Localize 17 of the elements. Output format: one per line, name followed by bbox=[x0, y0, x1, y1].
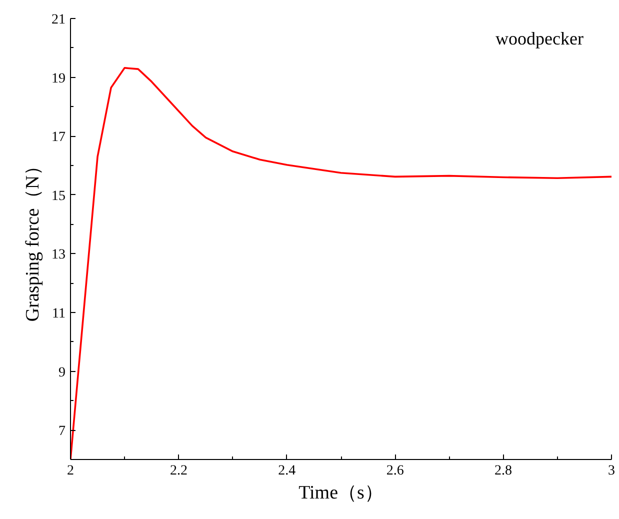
y-tick-label: 21 bbox=[52, 12, 66, 28]
x-axis-title: Time（s） bbox=[298, 482, 384, 504]
y-tick-label: 17 bbox=[52, 130, 66, 146]
x-tick-label: 3 bbox=[608, 464, 615, 478]
y-tick-label: 9 bbox=[58, 365, 66, 380]
x-tick-label: 2.8 bbox=[494, 464, 512, 478]
y-axis-title: Grasping force（N） bbox=[22, 156, 44, 322]
x-tick-label: 2.2 bbox=[170, 464, 188, 478]
y-tick-label: 7 bbox=[58, 424, 66, 440]
y-tick-label: 19 bbox=[52, 71, 66, 86]
y-tick-label: 11 bbox=[52, 306, 66, 322]
annotation: woodpecker bbox=[496, 28, 584, 48]
x-tick-label: 2.6 bbox=[386, 464, 404, 478]
x-tick-label: 2.4 bbox=[278, 464, 296, 478]
y-tick-label: 13 bbox=[52, 248, 66, 263]
x-tick-label: 2 bbox=[67, 464, 74, 478]
y-tick-label: 15 bbox=[52, 188, 66, 204]
